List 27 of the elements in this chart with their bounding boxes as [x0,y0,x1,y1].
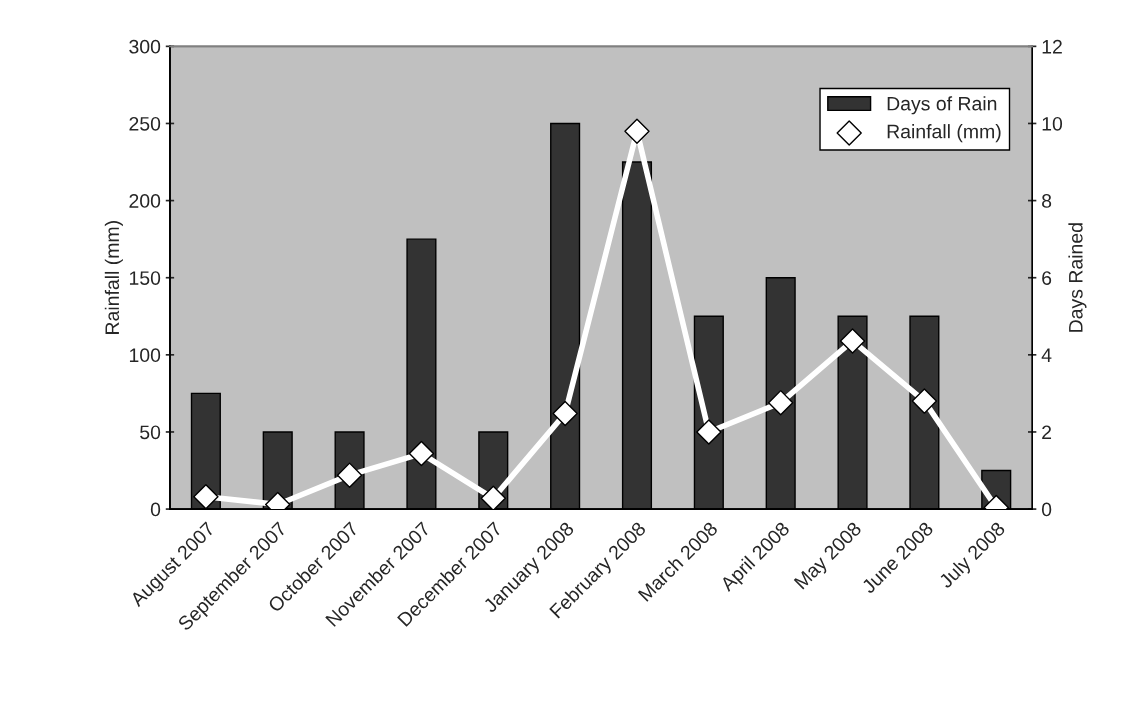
y-tick-label: 0 [150,502,161,517]
point [193,484,219,510]
y2-tick-label: 0 [1041,502,1052,517]
y-tick-label: 50 [140,425,161,440]
y2-tick-label: 12 [1042,39,1062,54]
y-tick-label: 100 [129,348,161,363]
y2-axis-title: Days Rained [1068,223,1087,332]
y-tick-label: 150 [129,271,161,285]
y-tick-label: 250 [129,116,161,131]
y2-tick-label: 4 [1041,348,1052,362]
point [552,400,578,427]
point [696,419,722,445]
legend-label: Days of Rain [887,96,997,115]
y-tick-label: 300 [129,39,161,54]
y2-tick-label: 2 [1042,425,1052,439]
y-tick-label: 200 [129,194,161,208]
point [767,389,794,416]
y-axis-title: Rainfall (mm) [104,221,123,334]
point [408,440,435,467]
point [624,118,650,144]
y2-tick-label: 8 [1042,194,1052,208]
y2-tick-label: 6 [1042,271,1052,285]
legend-label: Rainfall (mm) [887,124,1001,143]
y2-tick-label: 10 [1042,116,1063,131]
point [839,328,866,354]
point [911,388,938,414]
point [480,485,507,510]
